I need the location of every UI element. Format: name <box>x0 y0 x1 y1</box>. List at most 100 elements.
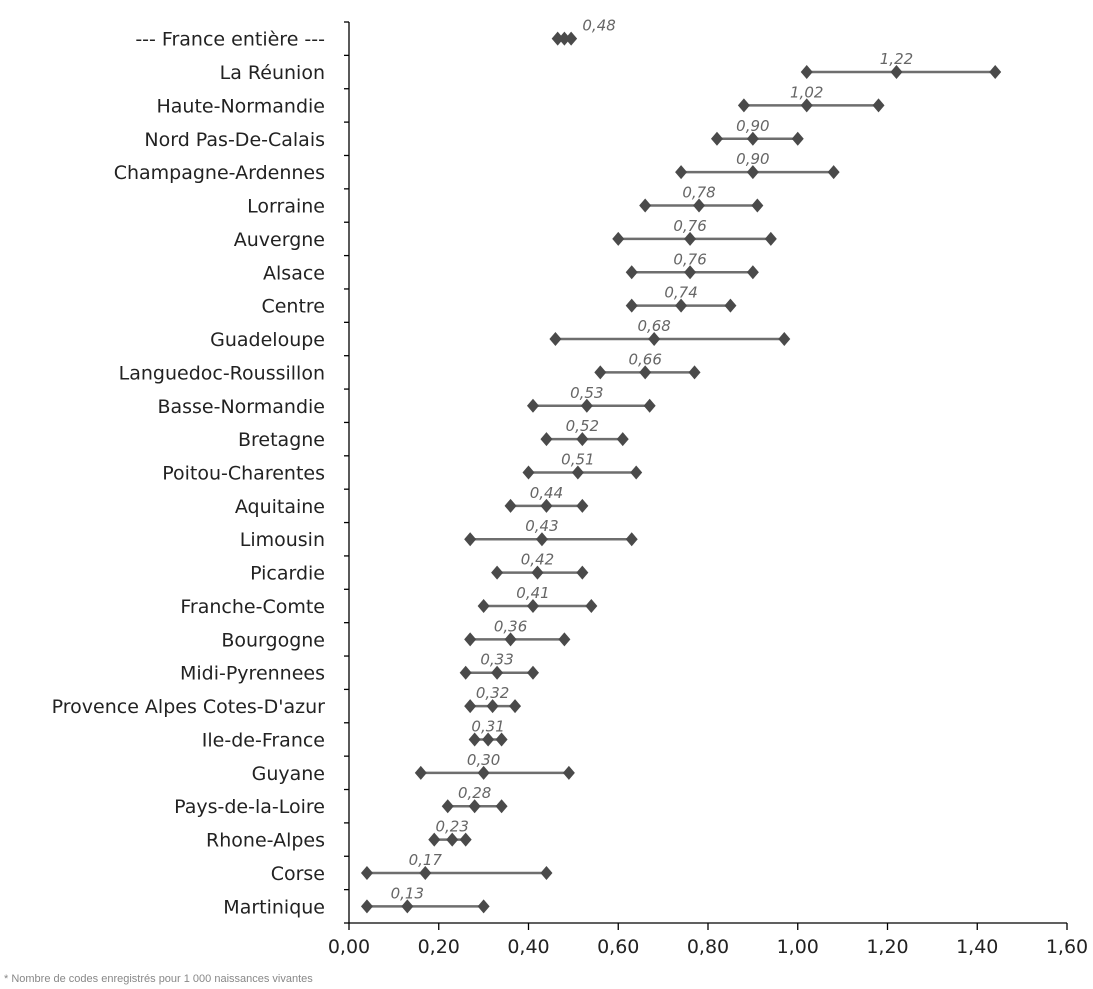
data-label: 0,78 <box>682 184 715 202</box>
category-label: Guyane <box>252 763 325 785</box>
data-label: 1,02 <box>790 83 823 101</box>
estimate-marker <box>468 799 481 814</box>
estimate-marker <box>800 98 813 113</box>
category-labels: --- France entière --- La Réunion Haute-No… <box>52 29 326 919</box>
data-label: 0,28 <box>458 784 491 802</box>
category-label: Basse-Normandie <box>157 396 325 418</box>
category-label: Martinique <box>223 896 325 918</box>
data-label: 0,17 <box>409 851 443 869</box>
lower-bound-marker <box>526 398 539 413</box>
upper-bound-marker <box>585 598 598 613</box>
upper-bound-marker <box>724 298 737 313</box>
x-tick-label: 0,00 <box>328 936 370 958</box>
lower-bound-marker <box>710 131 723 146</box>
x-tick-label: 0,60 <box>597 936 639 958</box>
lower-bound-marker <box>639 198 652 213</box>
lower-bound-marker <box>428 832 441 847</box>
lower-bound-marker <box>459 665 472 680</box>
lower-bound-marker <box>625 265 638 280</box>
data-label: 0,48 <box>582 17 615 35</box>
lower-bound-marker <box>464 532 477 547</box>
category-label: Lorraine <box>247 196 325 218</box>
category-label: Champagne-Ardennes <box>114 162 325 184</box>
upper-bound-marker <box>688 365 701 380</box>
lower-bound-marker <box>594 365 607 380</box>
upper-bound-marker <box>540 865 553 880</box>
x-tick-label: 0,80 <box>687 936 729 958</box>
upper-bound-marker <box>751 198 764 213</box>
data-label: 0,53 <box>570 384 603 402</box>
data-label: 0,31 <box>471 717 504 735</box>
upper-bound-marker <box>526 665 539 680</box>
upper-bound-marker <box>477 899 490 914</box>
lower-bound-marker <box>549 332 562 347</box>
lower-bound-marker <box>491 565 504 580</box>
x-tick-label: 1,40 <box>956 936 998 958</box>
category-label: Nord Pas-De-Calais <box>144 129 325 151</box>
lower-bound-marker <box>464 632 477 647</box>
upper-bound-marker <box>565 31 578 46</box>
data-label: 0,33 <box>480 651 513 669</box>
upper-bound-marker <box>643 398 656 413</box>
upper-bound-marker <box>625 532 638 547</box>
data-label: 0,76 <box>673 217 706 235</box>
estimate-marker <box>684 265 697 280</box>
upper-bound-marker <box>872 98 885 113</box>
category-label: La Réunion <box>220 62 325 84</box>
data-label: 0,41 <box>516 584 549 602</box>
chart-marks: 0,48 1,22 1,02 0,90 0,90 0,78 0,76 0,76 0,74 0,68… <box>360 17 1002 914</box>
estimate-marker <box>486 699 499 714</box>
data-label: 0,52 <box>566 417 599 435</box>
category-label: Corse <box>271 863 325 885</box>
estimate-marker <box>746 165 759 180</box>
upper-bound-marker <box>576 498 589 513</box>
category-label: Rhone-Alpes <box>206 830 325 852</box>
data-label: 0,30 <box>467 751 500 769</box>
data-label: 0,36 <box>494 617 527 635</box>
category-label: Franche-Comte <box>180 596 325 618</box>
category-label: Guadeloupe <box>210 329 325 351</box>
category-label: Pays-de-la-Loire <box>174 796 325 818</box>
estimate-marker <box>580 398 593 413</box>
lower-bound-marker <box>360 865 373 880</box>
x-tick-labels: 0,00 0,20 0,40 0,60 0,80 1,00 1,20 1,40 1,60 <box>328 936 1088 958</box>
data-label: 0,32 <box>476 684 509 702</box>
estimate-marker <box>675 298 688 313</box>
lower-bound-marker <box>625 298 638 313</box>
lower-bound-marker <box>612 231 625 246</box>
estimate-marker <box>526 598 539 613</box>
axes <box>344 21 1068 930</box>
estimate-marker <box>746 131 759 146</box>
category-label: --- France entière --- <box>135 29 325 51</box>
estimate-marker <box>693 198 706 213</box>
category-label: Ile-de-France <box>202 729 325 751</box>
data-label: 0,42 <box>521 551 554 569</box>
data-label: 0,44 <box>530 484 563 502</box>
upper-bound-marker <box>558 632 571 647</box>
estimate-marker <box>535 532 548 547</box>
lower-bound-marker <box>477 598 490 613</box>
estimate-marker <box>684 231 697 246</box>
lower-bound-marker <box>441 799 454 814</box>
lower-bound-marker <box>551 31 564 46</box>
category-label: Poitou-Charentes <box>162 463 325 485</box>
lower-bound-marker <box>737 98 750 113</box>
data-label: 0,43 <box>525 517 558 535</box>
estimate-marker <box>540 498 553 513</box>
lower-bound-marker <box>522 465 535 480</box>
category-label: Haute-Normandie <box>156 95 325 117</box>
category-label: Auvergne <box>234 229 325 251</box>
upper-bound-marker <box>576 565 589 580</box>
lower-bound-marker <box>675 165 688 180</box>
upper-bound-marker <box>989 65 1002 80</box>
x-tick-label: 0,20 <box>418 936 460 958</box>
estimate-marker <box>401 899 414 914</box>
estimate-marker <box>482 732 495 747</box>
upper-bound-marker <box>827 165 840 180</box>
upper-bound-marker <box>562 765 575 780</box>
estimate-marker <box>504 632 517 647</box>
estimate-marker <box>576 432 589 447</box>
estimate-marker <box>491 665 504 680</box>
x-tick-label: 1,20 <box>866 936 908 958</box>
upper-bound-marker <box>778 332 791 347</box>
